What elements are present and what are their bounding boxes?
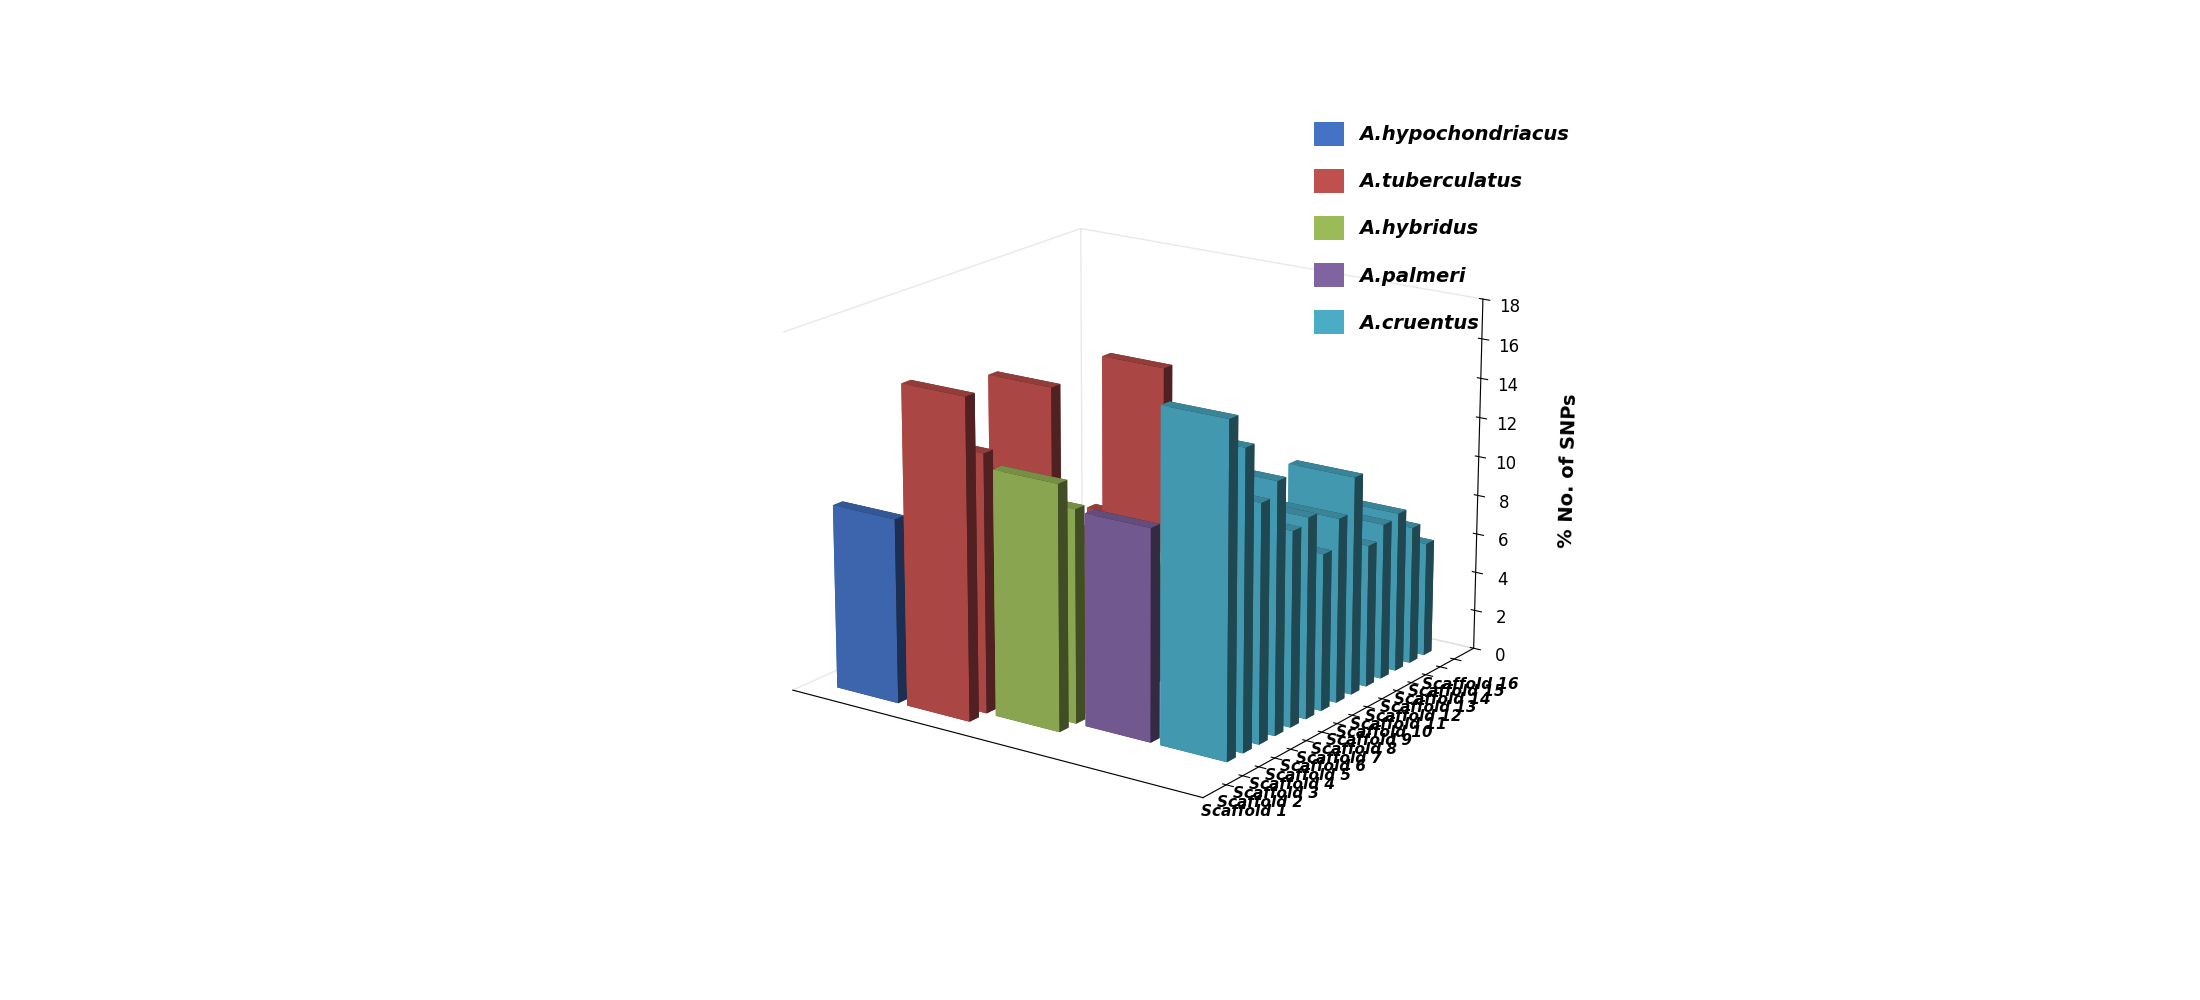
Legend: A.hypochondriacus, A.tuberculatus, A.hybridus, A.palmeri, A.cruentus: A.hypochondriacus, A.tuberculatus, A.hyb… <box>1307 114 1577 342</box>
